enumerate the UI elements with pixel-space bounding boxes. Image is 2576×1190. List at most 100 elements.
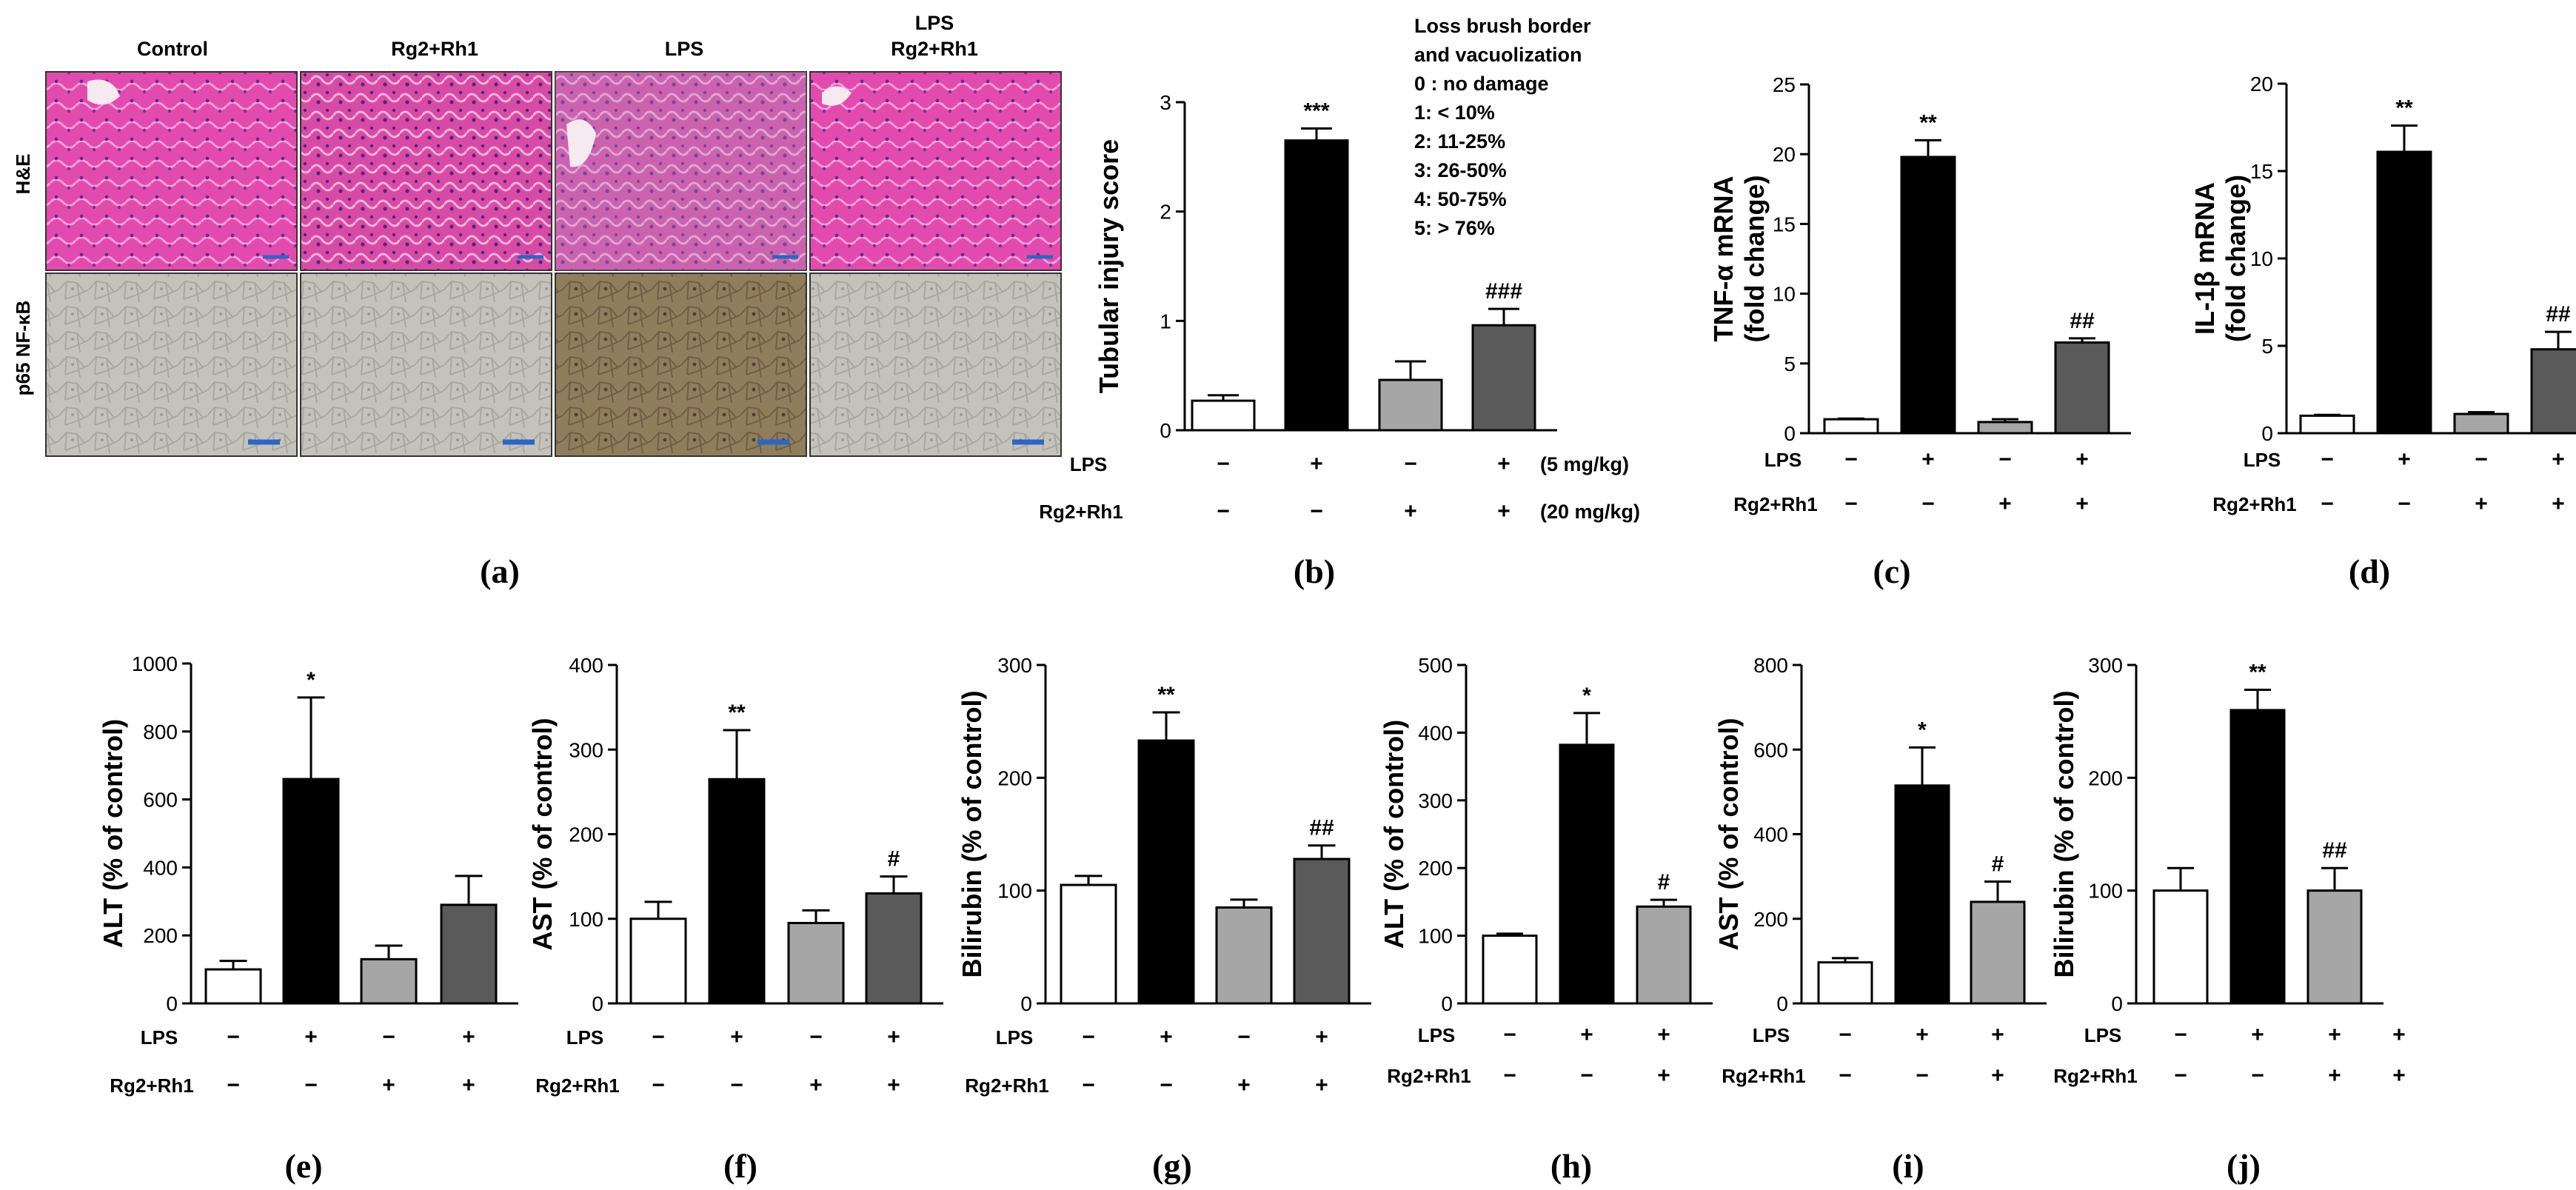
lps-row-label: LPS (1753, 1024, 1790, 1046)
bar (2453, 412, 2509, 435)
lps-sign: − (2475, 447, 2488, 472)
chart-g: 0 100 200 300 Bilirubin (% of control) ** ## LP… (957, 654, 1371, 1097)
rg-sign: + (2475, 492, 2488, 516)
y-axis-label-line: TNF-α mRNA (1708, 176, 1739, 341)
bar (1894, 784, 1950, 1005)
lps-sign: − (1844, 447, 1858, 472)
legend-line: 5: > 76% (1414, 217, 1495, 239)
rg-sign: + (2328, 1063, 2341, 1088)
rg-sign: − (652, 1073, 665, 1097)
rg-row-label: Rg2+Rh1 (2212, 493, 2296, 515)
rg-sign: − (1844, 492, 1858, 516)
y-axis-label: TNF-α mRNA(fold change) (1708, 176, 1770, 343)
bar (708, 778, 766, 1005)
bar (282, 778, 340, 1005)
bar (204, 968, 262, 1005)
y-tick-label: 100 (997, 880, 1032, 903)
rg-sign: + (1404, 499, 1417, 524)
y-tick-label: 1000 (132, 652, 178, 675)
bar (1559, 743, 1615, 1005)
col-label-control: Control (137, 38, 208, 60)
lps-sign: + (1310, 452, 1323, 476)
col-label-rg: Rg2+Rh1 (391, 38, 478, 60)
chart-e: 0 200 400 600 800 1000 ALT (% of control) * LPS R… (98, 652, 518, 1097)
chart-b: 0 1 2 3 Tubular injury score *** ### LPS Rg2+Rh1… (1039, 91, 1557, 524)
bar (1900, 156, 1956, 435)
rg-sign: − (227, 1073, 240, 1097)
y-tick-label: 0 (1776, 992, 1788, 1015)
y-axis-label: ALT (% of control) (1379, 720, 1409, 949)
bar (1817, 961, 1873, 1005)
y-tick-label: 20 (1773, 143, 1796, 166)
significance-label: ## (2546, 302, 2571, 327)
lps-sign: + (887, 1025, 900, 1049)
significance-label: # (888, 847, 900, 872)
rg-sign: − (1217, 499, 1230, 524)
chart-h: 0 100 200 300 400 500 ALT (% of control) * # LPS R… (1379, 654, 1713, 1088)
y-tick-label: 0 (592, 992, 603, 1015)
lps-sign: + (1315, 1025, 1328, 1049)
lps-sign: + (2398, 447, 2411, 472)
y-tick-label: 400 (1418, 721, 1453, 744)
y-tick-label: 500 (1418, 654, 1453, 677)
panel-letters: (a) (b) (c) (d) (e) (f) (g) (h) (i) (j) (284, 552, 2390, 1185)
lps-sign: − (382, 1025, 395, 1049)
y-tick-label: 10 (2250, 247, 2273, 270)
chart-j: 0 100 200 300 Bilirubin (% of control) ** ## LP… (2049, 654, 2406, 1088)
y-axis-label: Tubular injury score (1094, 139, 1124, 393)
y-tick-label: 200 (1753, 908, 1788, 931)
lps-row-label: LPS (141, 1026, 178, 1049)
lps-sign: − (1839, 1023, 1852, 1047)
rg-sign: − (1839, 1063, 1852, 1088)
panel-letter-i: (i) (1892, 1147, 1924, 1185)
y-tick-label: 20 (2250, 73, 2273, 96)
he-vessel-lps-rg (822, 86, 852, 106)
bar (1137, 739, 1195, 1005)
significance-label: # (1658, 870, 1670, 895)
y-tick-label: 0 (1160, 419, 1171, 442)
y-axis-label: Bilirubin (% of control) (957, 691, 987, 978)
lps-sign: + (2251, 1023, 2264, 1047)
bar (2530, 348, 2576, 435)
significance-label: * (1582, 683, 1591, 708)
lps-sign: + (1580, 1023, 1593, 1047)
lps-sign: − (809, 1025, 823, 1049)
rg-sign: + (2075, 492, 2089, 516)
col-label-lps: LPS (665, 38, 704, 60)
he-image-rg (300, 71, 552, 271)
y-tick-label: 100 (2088, 880, 2123, 903)
lps-sign: − (1503, 1023, 1516, 1047)
bar (1191, 399, 1256, 432)
y-axis-label-line: (fold change) (1739, 176, 1770, 343)
y-axis-label-line: (fold change) (2221, 175, 2251, 342)
rg-row-label: Rg2+Rh1 (110, 1074, 193, 1097)
significance-label: ## (1309, 816, 1334, 840)
lps-row-label: LPS (2244, 449, 2281, 471)
lps-sign: + (2552, 447, 2565, 472)
rg-row-label: Rg2+Rh1 (1733, 493, 1817, 515)
significance-label: ## (2322, 838, 2347, 863)
y-tick-label: 15 (2250, 160, 2273, 183)
rg-sign: + (1315, 1073, 1328, 1097)
bar (2306, 889, 2363, 1005)
y-tick-label: 0 (166, 992, 178, 1015)
significance-label: * (307, 668, 315, 692)
lps-sign: + (2328, 1023, 2341, 1047)
significance-label: *** (1303, 98, 1329, 123)
rg-sign: − (1503, 1063, 1516, 1088)
chart-c: 0 5 10 15 20 25 TNF-α mRNA(fold change) ** ## LPS… (1708, 73, 2131, 516)
y-tick-label: 100 (1418, 925, 1453, 948)
significance-label: * (1918, 718, 1927, 742)
rg-sign: + (1991, 1063, 2004, 1088)
rg-sign: − (1916, 1063, 1929, 1088)
y-tick-label: 300 (569, 738, 603, 761)
lps-sign: − (2321, 447, 2334, 472)
panel-letter-c: (c) (1873, 552, 1910, 590)
rg-row-label: Rg2+Rh1 (1722, 1065, 1805, 1087)
y-axis-label: ALT (% of control) (98, 719, 128, 948)
lps-sign: − (2174, 1023, 2187, 1047)
y-tick-label: 800 (143, 721, 178, 743)
y-tick-label: 600 (1753, 738, 1788, 761)
lps-sign: + (2075, 447, 2089, 472)
y-tick-label: 400 (569, 654, 603, 677)
